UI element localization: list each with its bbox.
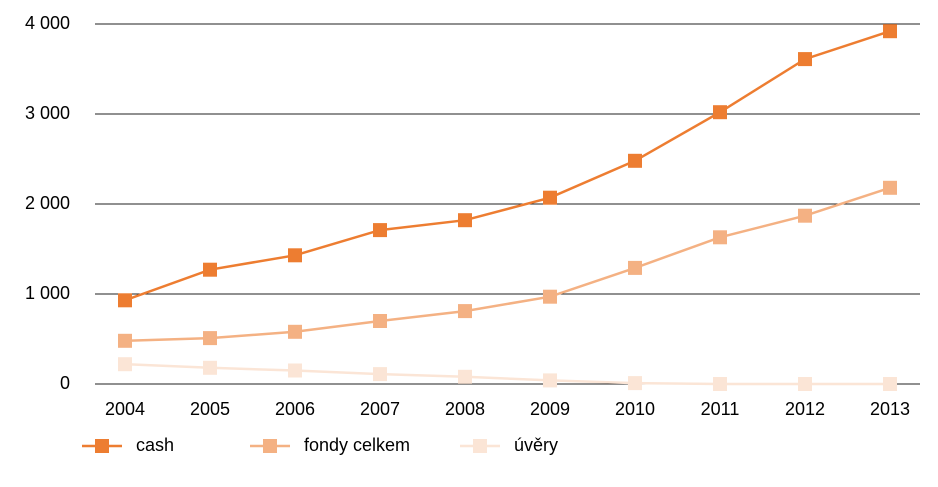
y-tick-label: 3 000 [25, 103, 70, 123]
point-marker [628, 153, 642, 168]
y-tick-label: 1 000 [25, 283, 70, 303]
point-marker [458, 213, 472, 228]
point-marker [203, 262, 217, 277]
point-marker [543, 190, 557, 205]
x-tick-label: 2007 [360, 399, 400, 419]
point-marker [118, 293, 132, 308]
legend-label: cash [136, 435, 174, 455]
point-marker [543, 373, 557, 388]
x-tick-label: 2006 [275, 399, 315, 419]
x-tick-label: 2009 [530, 399, 570, 419]
x-tick-label: 2010 [615, 399, 655, 419]
series-line [124, 186, 891, 343]
point-marker [203, 360, 217, 375]
point-marker [628, 260, 642, 275]
point-marker [798, 377, 812, 391]
y-tick-label: 0 [60, 373, 70, 393]
legend-marker [263, 439, 277, 453]
point-marker [288, 363, 302, 378]
point-marker [373, 367, 387, 382]
series-line [124, 30, 891, 302]
point-marker [713, 377, 727, 391]
point-marker [798, 208, 812, 223]
point-marker [373, 223, 387, 238]
point-marker [118, 333, 132, 348]
legend-marker [95, 439, 109, 453]
x-tick-label: 2011 [701, 399, 740, 419]
y-tick-label: 2 000 [25, 193, 70, 213]
x-tick-label: 2013 [870, 399, 910, 419]
point-marker [458, 369, 472, 384]
legend-label: úvěry [514, 435, 558, 455]
point-marker [713, 105, 727, 120]
series-line [124, 362, 890, 386]
point-marker [543, 289, 557, 304]
point-marker [713, 230, 727, 245]
point-marker [288, 324, 302, 339]
legend-marker [473, 439, 487, 453]
legend-label: fondy celkem [304, 435, 410, 455]
point-marker [883, 180, 897, 195]
x-tick-label: 2004 [105, 399, 145, 419]
point-marker [798, 52, 812, 67]
point-marker [118, 357, 132, 372]
point-marker [883, 377, 897, 391]
point-marker [373, 314, 387, 328]
x-tick-label: 2008 [445, 399, 485, 419]
point-marker [203, 331, 217, 346]
x-tick-label: 2005 [190, 399, 230, 419]
y-tick-label: 4 000 [25, 13, 70, 33]
x-tick-label: 2012 [785, 399, 825, 419]
point-marker [628, 376, 642, 391]
point-marker [458, 304, 472, 319]
point-marker [883, 24, 897, 39]
point-marker [288, 248, 302, 263]
